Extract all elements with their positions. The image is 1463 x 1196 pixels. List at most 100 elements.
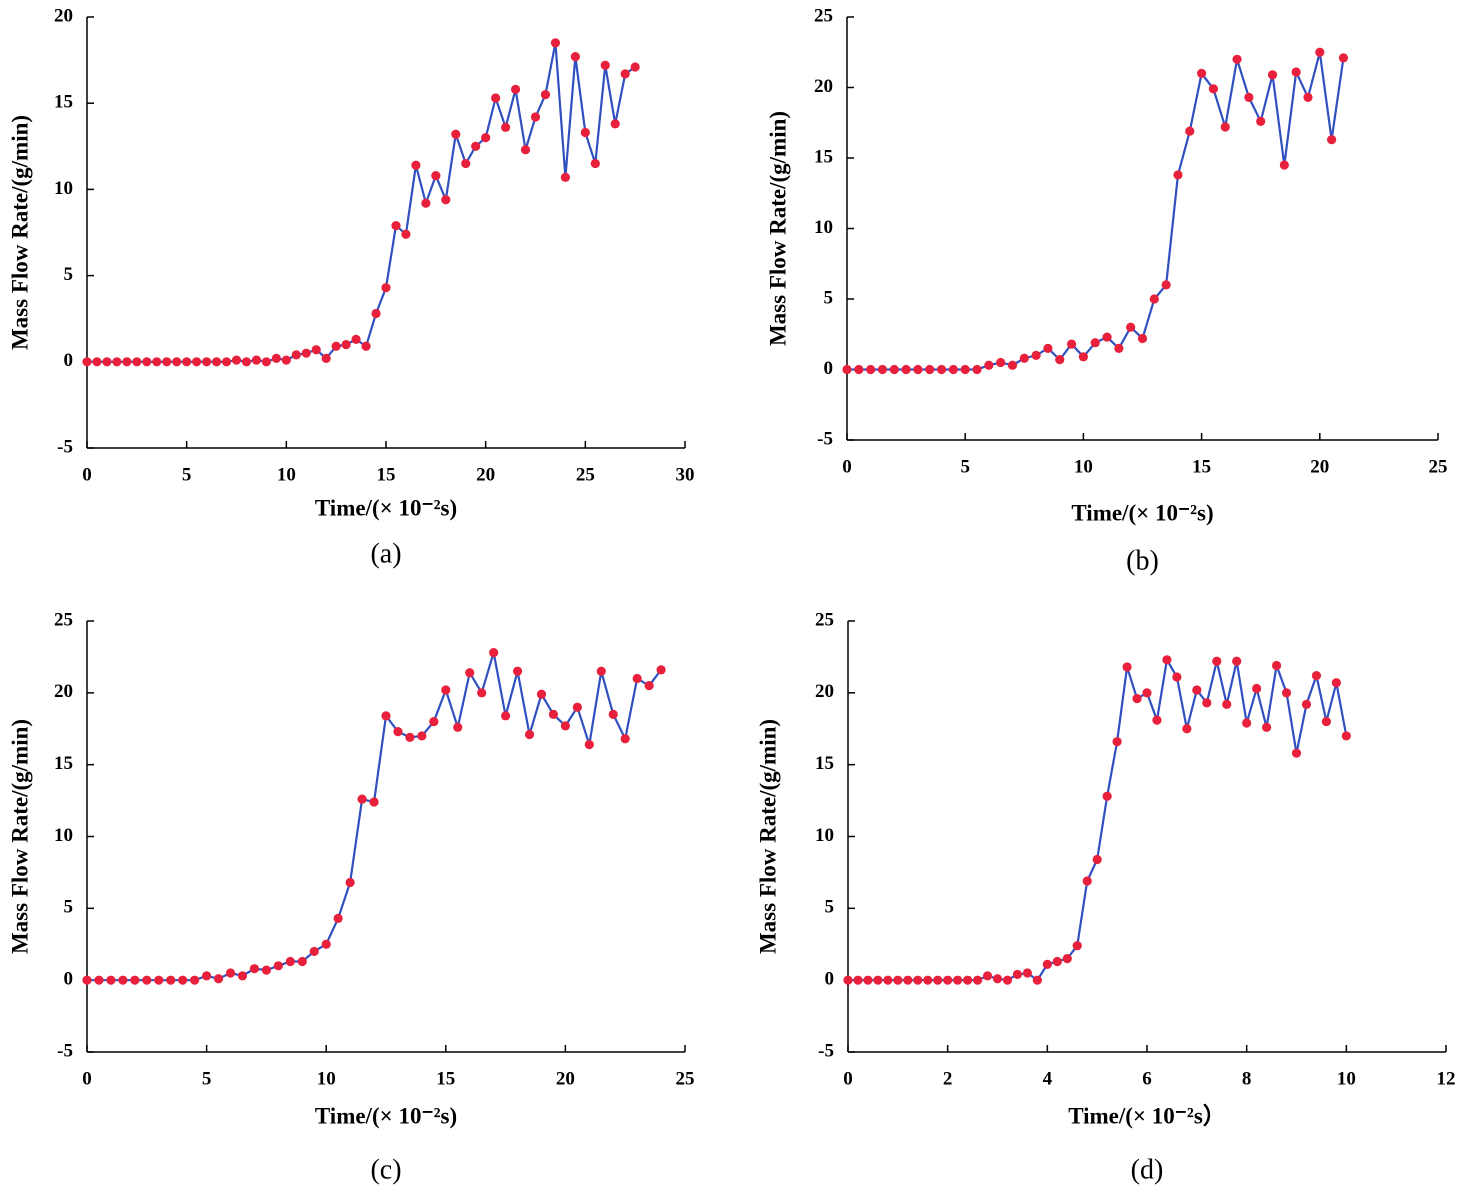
data-point (913, 364, 923, 375)
panel-caption: (b) (1126, 545, 1159, 576)
data-point (309, 946, 319, 957)
data-point (393, 727, 403, 737)
data-point (461, 158, 471, 169)
data-point (142, 357, 152, 367)
y-tick-label: 0 (64, 350, 74, 371)
data-point (1341, 731, 1351, 741)
data-point (656, 665, 666, 675)
data-point (411, 160, 421, 170)
data-point (1022, 968, 1032, 978)
data-point (152, 357, 162, 367)
data-point (118, 975, 128, 985)
data-point (273, 961, 283, 971)
data-point (1072, 941, 1082, 951)
data-point (524, 729, 535, 740)
data-point (530, 112, 541, 122)
data-point (1202, 698, 1212, 708)
data-point (1173, 170, 1183, 180)
data-point (333, 913, 343, 923)
data-point (863, 975, 873, 985)
data-point (241, 357, 252, 367)
x-tick-label: 4 (1043, 1068, 1053, 1089)
data-point (1114, 343, 1124, 353)
data-point (237, 971, 248, 981)
x-tick-label: 15 (1192, 456, 1211, 477)
data-point (106, 975, 116, 985)
data-point (1043, 343, 1053, 353)
data-line (87, 42, 636, 363)
data-point (166, 975, 176, 985)
data-point (489, 648, 499, 658)
data-point (132, 357, 142, 367)
data-point (1162, 655, 1172, 665)
data-point (1279, 160, 1289, 170)
data-point (1321, 716, 1331, 727)
y-tick-label: 0 (64, 969, 74, 990)
data-point (251, 355, 262, 365)
data-point (933, 975, 943, 985)
data-point (1052, 956, 1062, 967)
x-axis-label: Time/(× 10⁻²s) (1071, 500, 1213, 525)
x-tick-label: 5 (960, 456, 970, 477)
data-point (1122, 662, 1132, 672)
data-point (963, 975, 973, 985)
data-point (580, 127, 590, 138)
data-point (361, 341, 371, 351)
x-tick-label: 0 (843, 1068, 853, 1089)
data-point (1182, 724, 1192, 734)
data-point (901, 364, 911, 375)
x-tick-label: 12 (1437, 1068, 1456, 1089)
data-point (1192, 685, 1202, 695)
x-tick-label: 20 (556, 1068, 575, 1089)
data-point (202, 971, 212, 981)
x-axis-label: Time/(× 10⁻²s） (1068, 1102, 1226, 1128)
data-point (925, 364, 935, 375)
data-point (1291, 748, 1302, 758)
y-tick-label: 0 (824, 358, 834, 379)
data-point (371, 308, 381, 319)
y-tick-label: -5 (57, 1040, 73, 1061)
data-point (421, 198, 431, 208)
data-line (87, 652, 662, 982)
data-point (1220, 122, 1230, 132)
y-tick-label: 10 (54, 825, 73, 846)
panel: -5 0 5 10 15 20 0 5 10 15 20 25 30 Mass Flow Rate/(g/… (7, 5, 694, 569)
data-point (471, 141, 481, 151)
data-point (610, 119, 620, 129)
data-point (1152, 715, 1162, 725)
data-point (211, 357, 222, 367)
x-tick-label: 2 (943, 1068, 953, 1089)
data-point (391, 221, 401, 231)
data-point (540, 89, 551, 100)
data-point (311, 345, 321, 355)
data-point (854, 364, 864, 375)
data-point (960, 364, 970, 375)
data-point (1197, 68, 1207, 78)
data-point (453, 722, 463, 732)
y-tick-label: 10 (815, 825, 834, 846)
y-tick-label: 20 (54, 5, 73, 26)
data-point (321, 353, 331, 363)
data-point (465, 668, 475, 678)
data-point (501, 122, 511, 132)
data-point (481, 133, 491, 143)
panel: -5 0 5 10 15 20 25 0 5 10 15 20 25 Mass Flow Rate/(g/… (7, 609, 694, 1185)
y-tick-label: 5 (825, 897, 835, 918)
data-point (560, 172, 571, 182)
data-point (291, 350, 301, 360)
data-point (630, 62, 640, 72)
data-line (848, 656, 1348, 982)
data-point (249, 964, 260, 974)
data-point (853, 975, 863, 985)
data-point (357, 794, 367, 804)
data-point (1331, 678, 1341, 688)
data-point (401, 229, 411, 239)
data-point (82, 975, 92, 985)
y-tick-label: 25 (54, 609, 73, 630)
data-point (1262, 722, 1272, 732)
x-tick-label: 30 (676, 464, 695, 485)
data-point (608, 709, 618, 719)
data-point (94, 975, 104, 985)
data-point (972, 975, 983, 985)
